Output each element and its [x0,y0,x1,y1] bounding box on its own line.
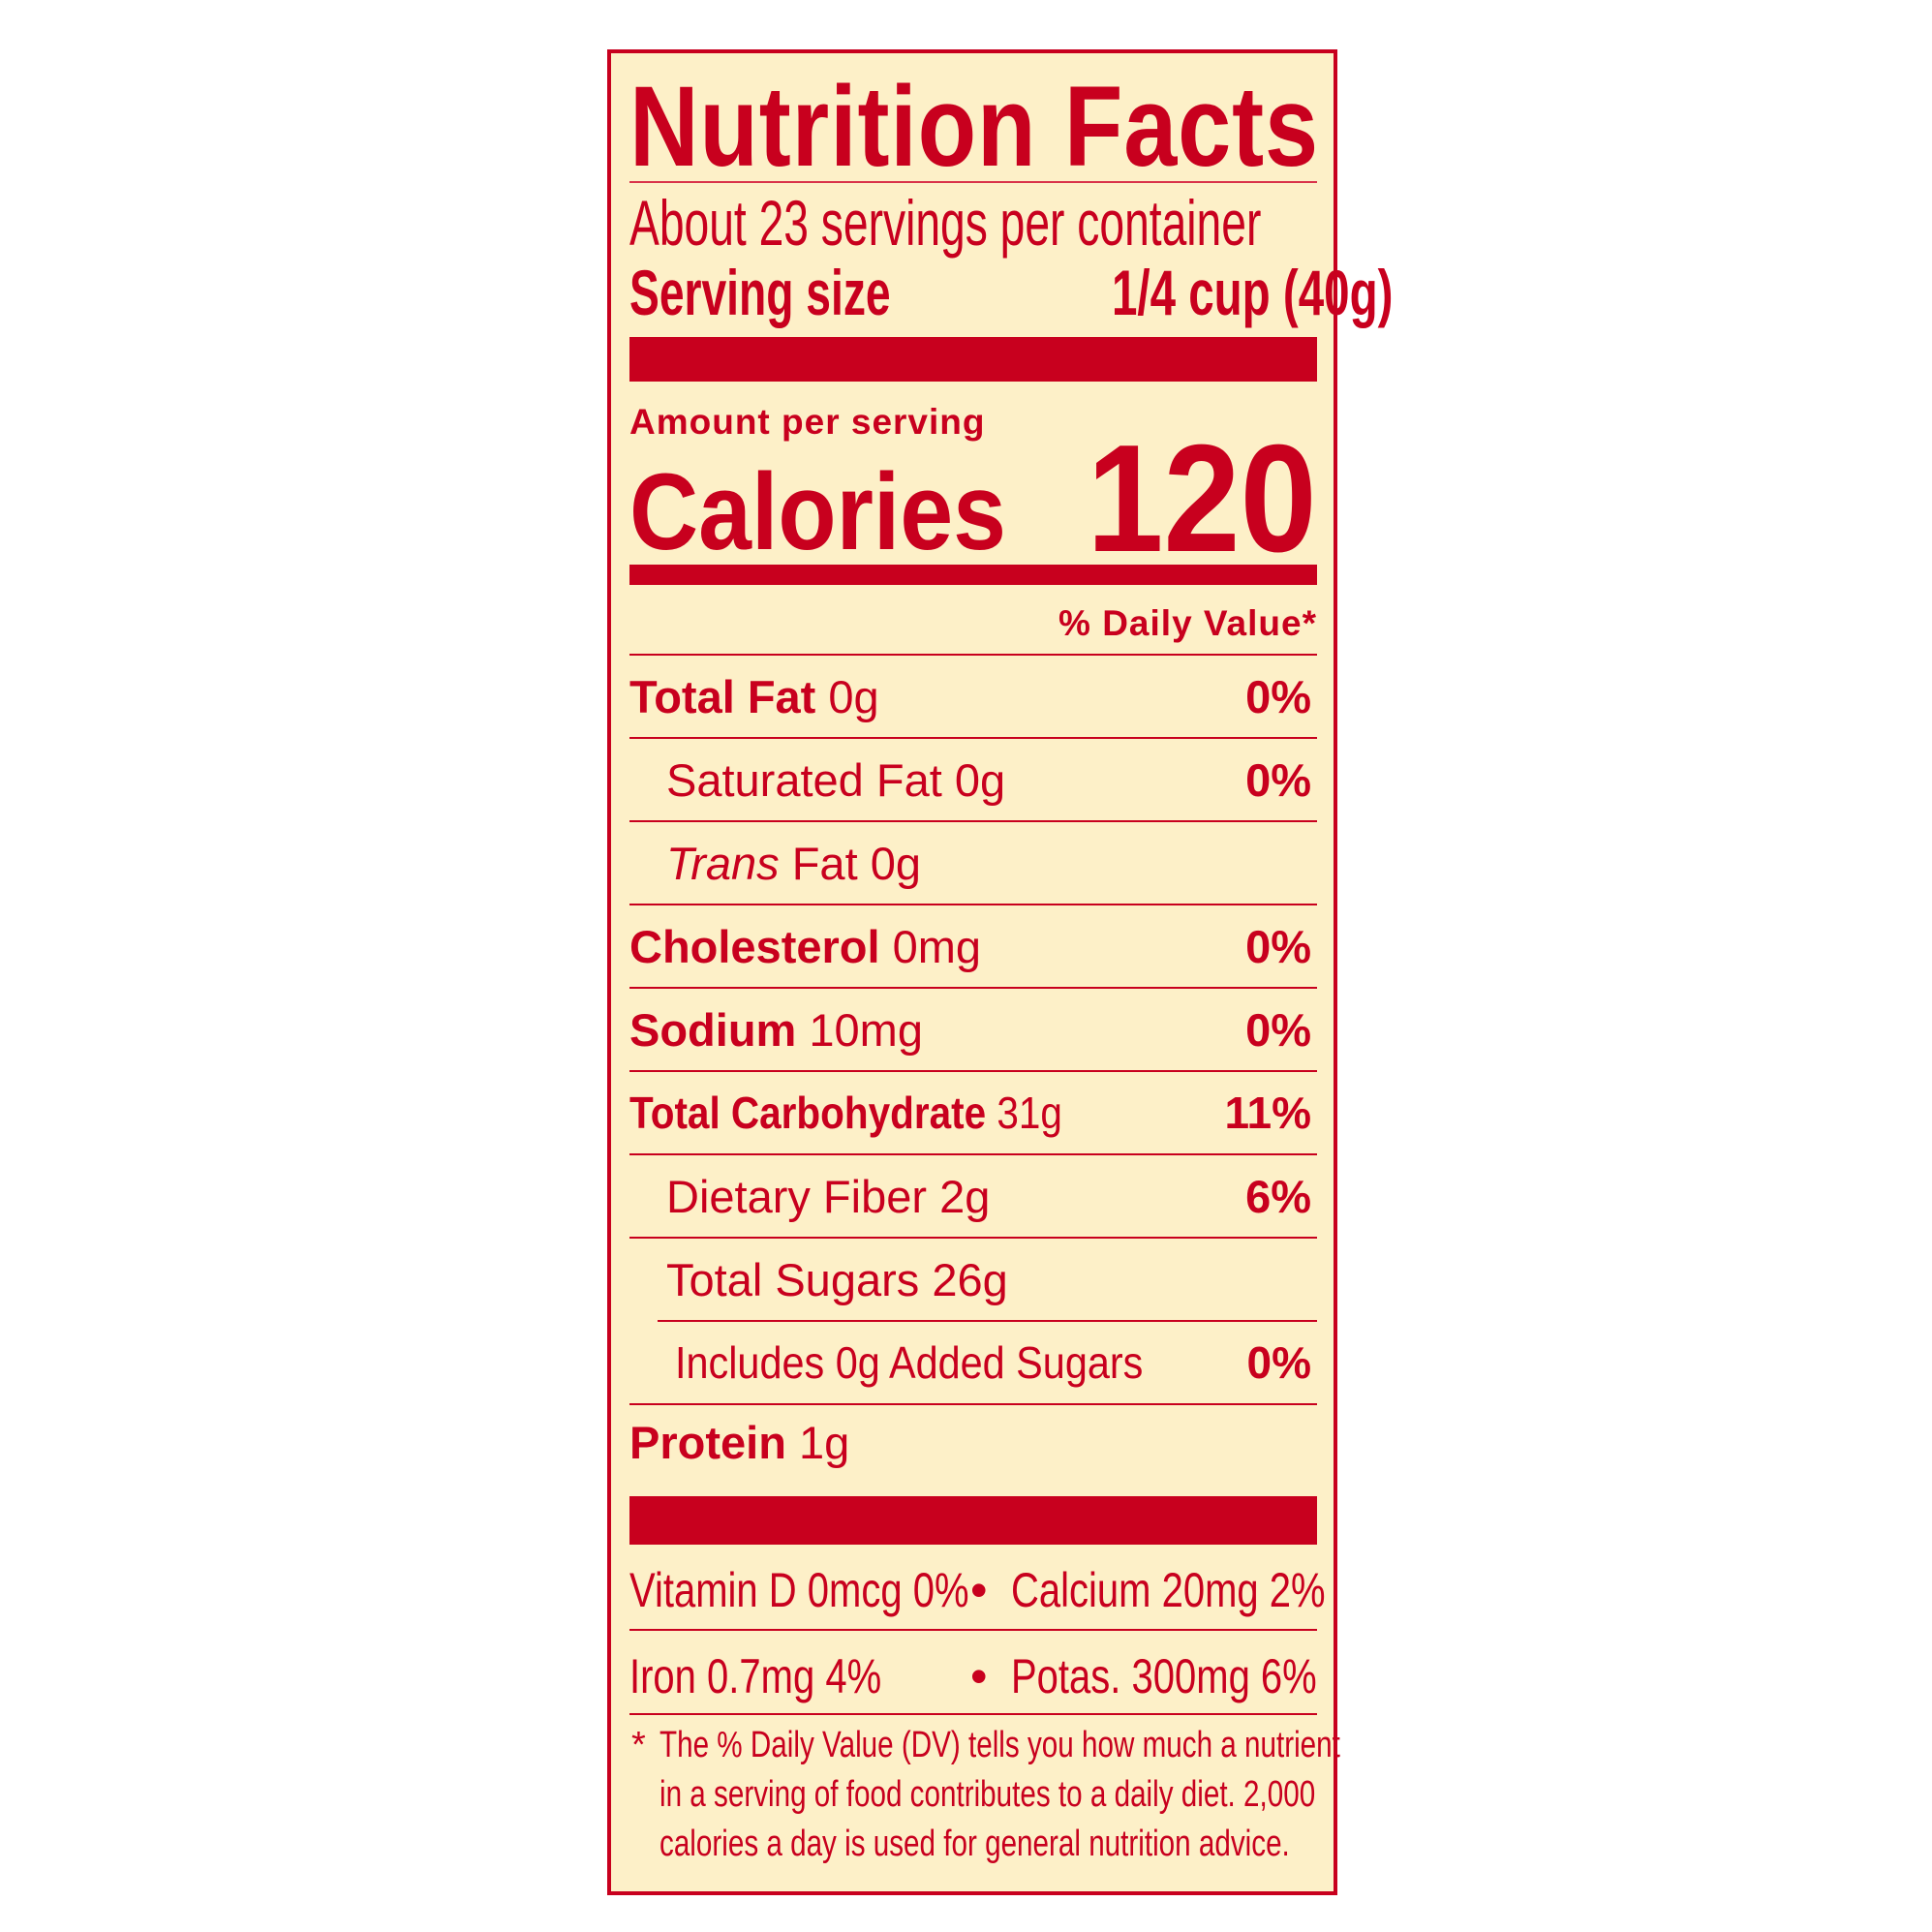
nutrient-row-trans-fat: Trans Fat 0g [629,820,1317,904]
thick-bar [629,337,1317,382]
nutrient-row-cholesterol: Cholesterol 0mg 0% [629,904,1317,987]
servings-per-container: About 23 servings per container [629,189,1317,257]
divider [629,1713,1317,1715]
servings-text: About 23 servings per container [629,187,1262,259]
nutrient-row-protein: Protein 1g [629,1403,1317,1479]
amount-per-serving: Amount per serving [629,402,986,442]
label-title: Nutrition Facts [629,63,1319,191]
vitamin-row: Vitamin D 0mcg 0% • Calcium 20mg 2% [629,1545,1326,1629]
bullet: • [970,1649,988,1703]
calories-label: Calories [629,451,1006,572]
footnote-line: The % Daily Value (DV) tells you how muc… [659,1725,1340,1765]
iron: Iron 0.7mg 4% [629,1649,882,1703]
nutrient-row-total-fat: Total Fat 0g 0% [629,654,1317,737]
daily-value-header: % Daily Value* [1058,603,1317,643]
bullet: • [970,1563,988,1617]
nutrient-row-total-sugars: Total Sugars 26g [629,1237,1317,1320]
thick-bar-bottom [629,1496,1317,1545]
serving-size-value: 1/4 cup (40g) [1112,257,1394,328]
footnote-line: in a serving of food contributes to a da… [659,1774,1316,1815]
vitamin-row: Iron 0.7mg 4% • Potas. 300mg 6% [629,1629,1317,1713]
vitamin-d: Vitamin D 0mcg 0% [629,1563,969,1617]
potassium: Potas. 300mg 6% [1011,1649,1317,1703]
nutrient-row-total-carbohydrate: Total Carbohydrate 31g 11% [629,1070,1317,1153]
title-text: Nutrition Facts [629,63,1319,191]
footnote-line: calories a day is used for general nutri… [659,1824,1290,1864]
serving-size: Serving size 1/4 cup (40g) [629,257,1394,328]
nutrient-row-sodium: Sodium 10mg 0% [629,987,1317,1070]
nutrient-row-dietary-fiber: Dietary Fiber 2g 6% [629,1153,1317,1237]
calories-row: Calories 120 [629,422,1317,575]
calories-value: 120 [1087,414,1317,584]
nutrient-row-saturated-fat: Saturated Fat 0g 0% [629,737,1317,820]
divider [629,181,1317,183]
footnote: * The % Daily Value (DV) tells you how m… [629,1721,1340,1869]
nutrition-facts-label: Nutrition Facts About 23 servings per co… [607,49,1394,1895]
calcium: Calcium 20mg 2% [1011,1563,1326,1617]
medium-bar [629,565,1317,585]
serving-size-label: Serving size [629,257,891,328]
nutrient-row-added-sugars: Includes 0g Added Sugars 0% [658,1320,1317,1403]
footnote-star: * [631,1725,646,1765]
